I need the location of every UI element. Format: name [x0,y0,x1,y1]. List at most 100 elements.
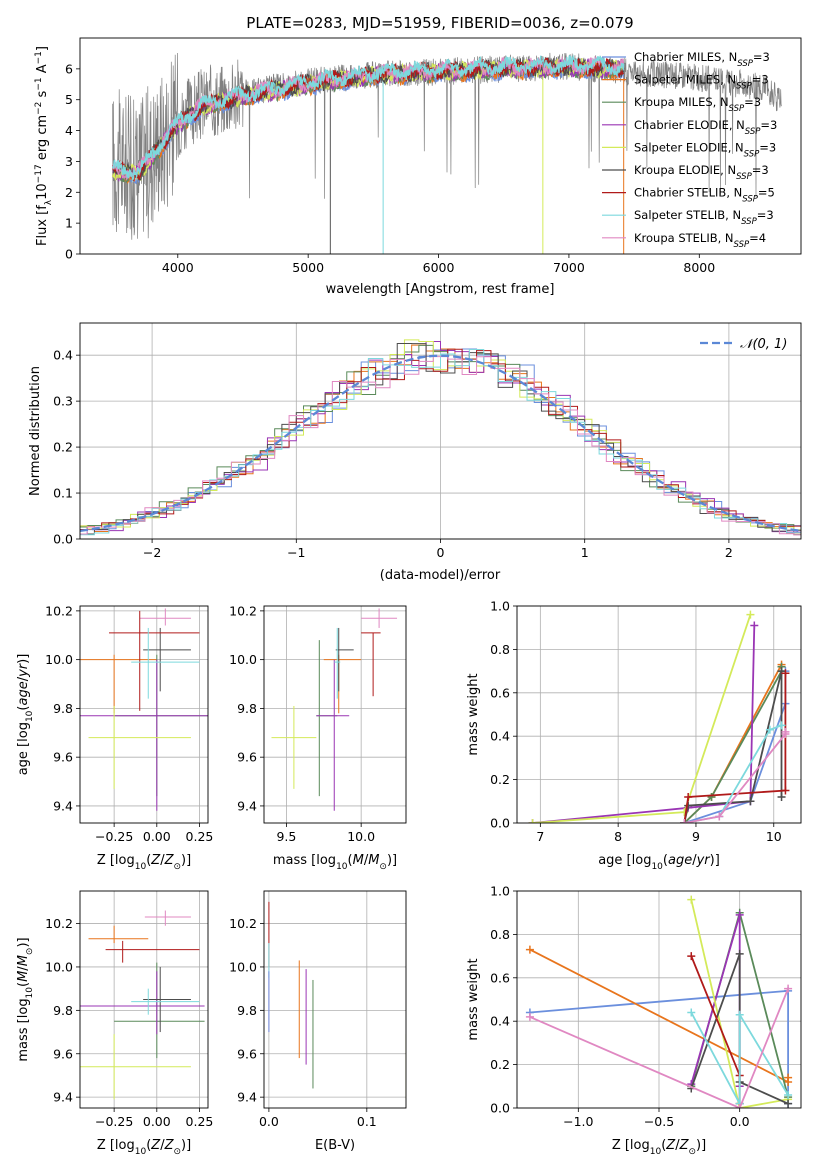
label-part: Z [164,853,175,868]
label-part: Z [150,1138,161,1153]
label-part: ( [146,853,151,868]
label-part: M [353,853,364,868]
legend-label-sub: SSP [736,172,752,182]
y-tick-label: 0.8 [490,642,510,657]
x-tick-label: 2 [725,545,733,560]
axes-frame [79,37,802,255]
legend-label-main: Kroupa STELIB, N [634,231,734,245]
y-tick-label: 1.0 [490,884,510,899]
x-tick-label: 9 [692,829,700,844]
y-tick-label: 0.2 [490,772,510,787]
legend-label-main: Salpeter STELIB, N [634,208,741,222]
label-part: ⊙ [379,862,387,872]
y-tick-label: 0.2 [53,440,73,455]
y-tick-label: 9.8 [53,701,73,716]
label-part: Z [150,853,161,868]
y-axis-label: Normed distribution [28,366,43,496]
cumulative-marker [735,949,744,958]
y-tick-label: 1.0 [490,599,510,614]
label-part: −17 [34,164,44,183]
cumulative-marker [735,1010,744,1019]
model-spectrum-line [111,54,625,183]
x-axis-label: wavelength [Angstrom, rest frame] [326,282,555,297]
cumulative-marker [735,1104,744,1108]
x-axis-label: Z [log10(Z/Z⊙)] [612,1138,706,1157]
cumulative-marker [707,792,716,801]
cumulative-marker [528,819,537,823]
label-part: ] [35,46,50,51]
cumulative-line [532,614,752,823]
cumulative-marker [777,792,786,801]
axes-frame [79,322,802,540]
y-tick-label: 10.0 [45,959,73,974]
legend-label: Salpeter ELODIE, NSSP=3 [634,140,776,159]
label-part: yr [16,662,31,678]
legend-label-count: =3 [744,95,761,109]
x-tick-label: 10 [766,829,782,844]
cumulative-marker [746,610,755,619]
cumulative-marker [735,910,744,919]
label-part: yr [696,853,712,868]
x-tick-label: 10.0 [347,829,375,844]
label-part: / [16,676,31,681]
label-part: / [16,966,31,971]
x-tick-label: 1 [581,545,589,560]
label-part: )] [16,654,31,664]
y-tick-label: 6 [65,61,73,76]
label-part: )] [387,853,397,868]
x-tick-label: 9.5 [276,829,296,844]
label-part: / [160,1138,165,1153]
axes-frame [263,890,407,1109]
figure-title: PLATE=0283, MJD=51959, FIBERID=0036, z=0… [246,14,633,32]
label-part: )] [181,1138,191,1153]
y-tick-label: 9.6 [53,1046,73,1061]
label-part: ( [16,706,31,711]
y-tick-label: 9.8 [237,1003,257,1018]
label-part: M [368,853,379,868]
legend-label-sub: SSP [729,104,745,114]
x-tick-label: −1.0 [563,1114,593,1129]
cumulative-marker [784,1099,793,1108]
x-tick-label: −0.25 [95,1114,133,1129]
axes-frame [79,890,209,1109]
x-tick-label: 7 [536,829,544,844]
label-part: )] [710,853,720,868]
y-tick-label: 10.0 [45,652,73,667]
y-tick-label: 9.4 [53,798,73,813]
axes-frame [516,605,802,824]
y-tick-label: 9.6 [53,750,73,765]
legend-label-count: =4 [749,231,766,245]
cumulative-line [532,625,756,823]
legend-label-sub: SSP [741,217,757,227]
y-tick-label: 0.1 [53,486,73,501]
model-spectrum-line [112,57,625,182]
label-part: ⊙ [173,862,181,872]
x-tick-label: 7000 [553,260,585,275]
cumulative-marker [781,669,790,678]
label-part: )] [181,853,191,868]
label-part: ( [348,853,353,868]
y-tick-label: 0.8 [490,927,510,942]
label-part: 10 [651,862,663,872]
legend-label-main: Salpeter MILES, N [634,73,736,87]
legend-label-main: Kroupa ELODIE, N [634,163,736,177]
label-part: / [364,853,369,868]
mass-vs-metallicity-panel: −0.25 0.00 0.259.49.69.810.010.2Z [log10(Z… [16,890,214,1157]
x-tick-label: 0.25 [186,1114,214,1129]
y-tick-label: 9.8 [237,701,257,716]
label-part: )] [16,937,31,947]
label-part: −2 [34,102,44,115]
label-part: Z [164,1138,175,1153]
x-tick-label: 0.1 [357,1114,377,1129]
x-tick-label: −0.5 [644,1114,674,1129]
residual-histogram-step [80,348,801,530]
x-axis-label: age [log10(age/yr)] [598,853,720,872]
legend-label: Kroupa MILES, NSSP=3 [634,95,761,114]
label-part: 10 [650,1147,662,1157]
spectrum-panel: 4000 5000 6000 7000 8000 0 1 2 3 4 5 6 Chabrier MILE… [34,37,802,297]
y-tick-label: 0 [65,247,73,262]
mass-vs-ebv-panel: 0.0 0.1 9.4 9.6 9.8 10.0 10.2 E(B-V) [229,890,407,1153]
cumulative-metallicity-panel: −1.0 −0.5 0.00.00.20.40.60.81.0Z [log10(Z/… [466,884,802,1157]
y-tick-label: 2 [65,185,73,200]
plot-area [268,901,406,1100]
